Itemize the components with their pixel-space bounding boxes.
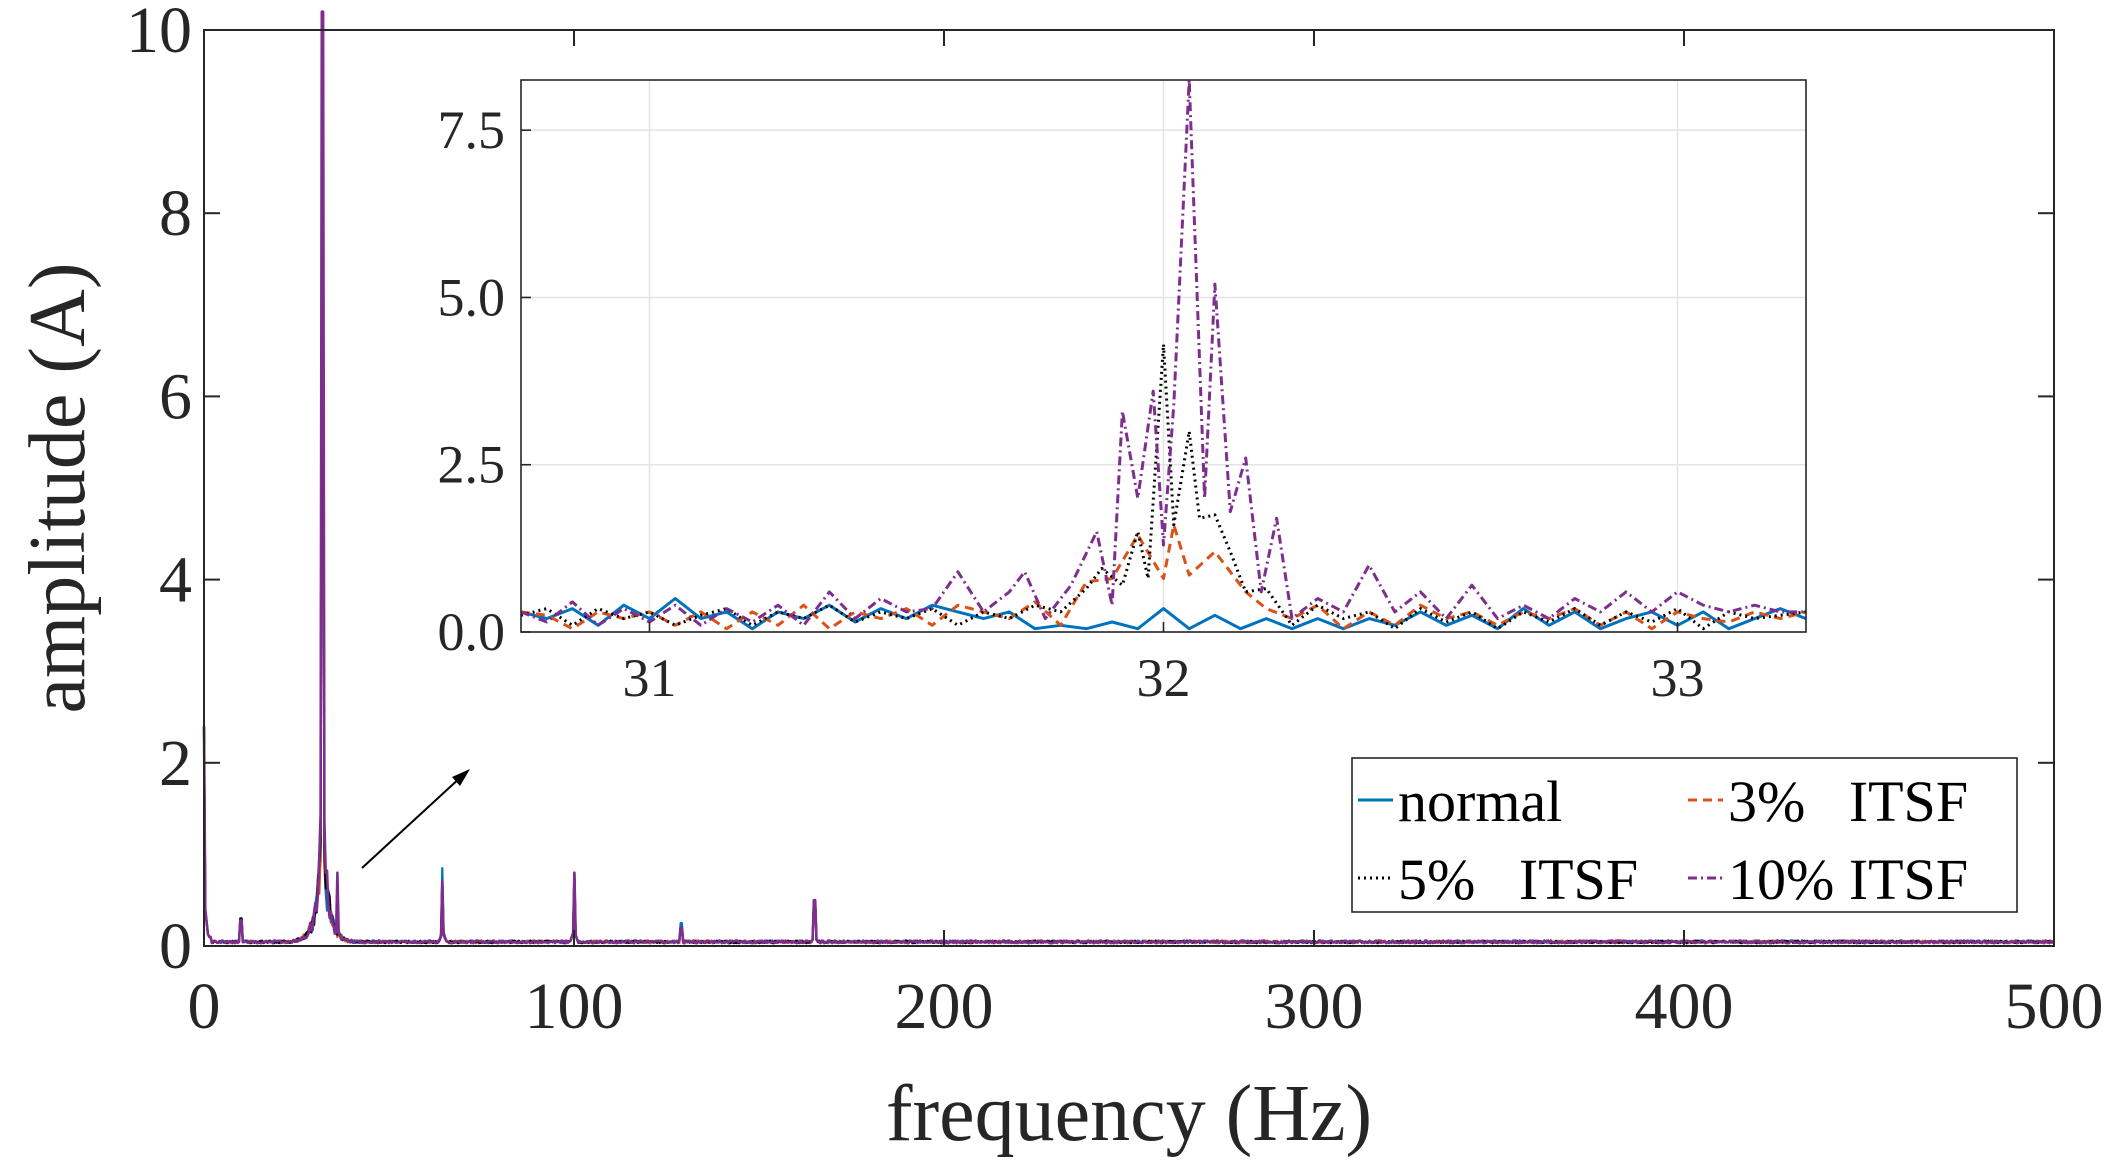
inset-axes: 31 32 33 0.0 2.5 5.0 7.5 [438, 78, 1807, 708]
inset-series-line-5pct [520, 342, 1807, 631]
y-tick-label: 6 [159, 360, 192, 433]
main-ticks: 0 100 200 300 400 500 0 2 4 6 8 10 [126, 0, 2104, 1043]
inset-series-line-10pct [520, 78, 1806, 627]
inset-x-tick-label: 32 [1137, 648, 1191, 708]
inset-y-tick-label: 7.5 [438, 100, 506, 160]
legend-label: 3% ITSF [1728, 769, 1968, 834]
legend-entry: normal [1358, 769, 1562, 834]
inset-series-line-normal [520, 597, 1807, 631]
legend-label: 10% ITSF [1728, 847, 1968, 912]
inset-y-tick-label: 5.0 [438, 267, 506, 327]
x-tick-label: 400 [1635, 970, 1734, 1043]
legend-box [1351, 757, 2018, 913]
inset-ticks: 31 32 33 0.0 2.5 5.0 7.5 [438, 100, 1705, 708]
y-tick-label: 2 [159, 727, 192, 800]
x-tick-label: 300 [1265, 970, 1364, 1043]
y-axis-label: amplitude (A) [14, 263, 102, 714]
x-tick-label: 200 [895, 970, 994, 1043]
main-axes-box [203, 29, 2055, 947]
zoom-arrow-shaft [361, 775, 463, 869]
legend: normal 3% ITSF 5% ITSF 10% ITSF [1351, 757, 2018, 913]
inset-y-tick-label: 2.5 [438, 435, 506, 495]
inset-series [520, 78, 1807, 631]
legend-label: 5% ITSF [1398, 847, 1638, 912]
y-tick-label: 8 [159, 177, 192, 250]
x-axis-label: frequency (Hz) [886, 1070, 1372, 1158]
x-tick-label: 100 [525, 970, 624, 1043]
zoom-arrow [361, 769, 470, 869]
x-tick-label: 500 [2005, 970, 2104, 1043]
inset-y-tick-label: 0.0 [438, 602, 506, 662]
series-line-10pct [202, 10, 2055, 945]
legend-label: normal [1398, 769, 1562, 834]
legend-entry: 5% ITSF [1358, 847, 1638, 912]
y-tick-label: 0 [159, 910, 192, 983]
y-tick-label: 10 [126, 0, 192, 67]
y-tick-label: 4 [159, 544, 192, 617]
legend-entry: 10% ITSF [1688, 847, 1968, 912]
main-series [202, 10, 2055, 945]
zoom-arrow-head [452, 769, 470, 786]
inset-x-tick-label: 31 [623, 648, 677, 708]
legend-entry: 3% ITSF [1688, 769, 1968, 834]
inset-x-tick-label: 33 [1651, 648, 1705, 708]
x-tick-label: 0 [188, 970, 221, 1043]
